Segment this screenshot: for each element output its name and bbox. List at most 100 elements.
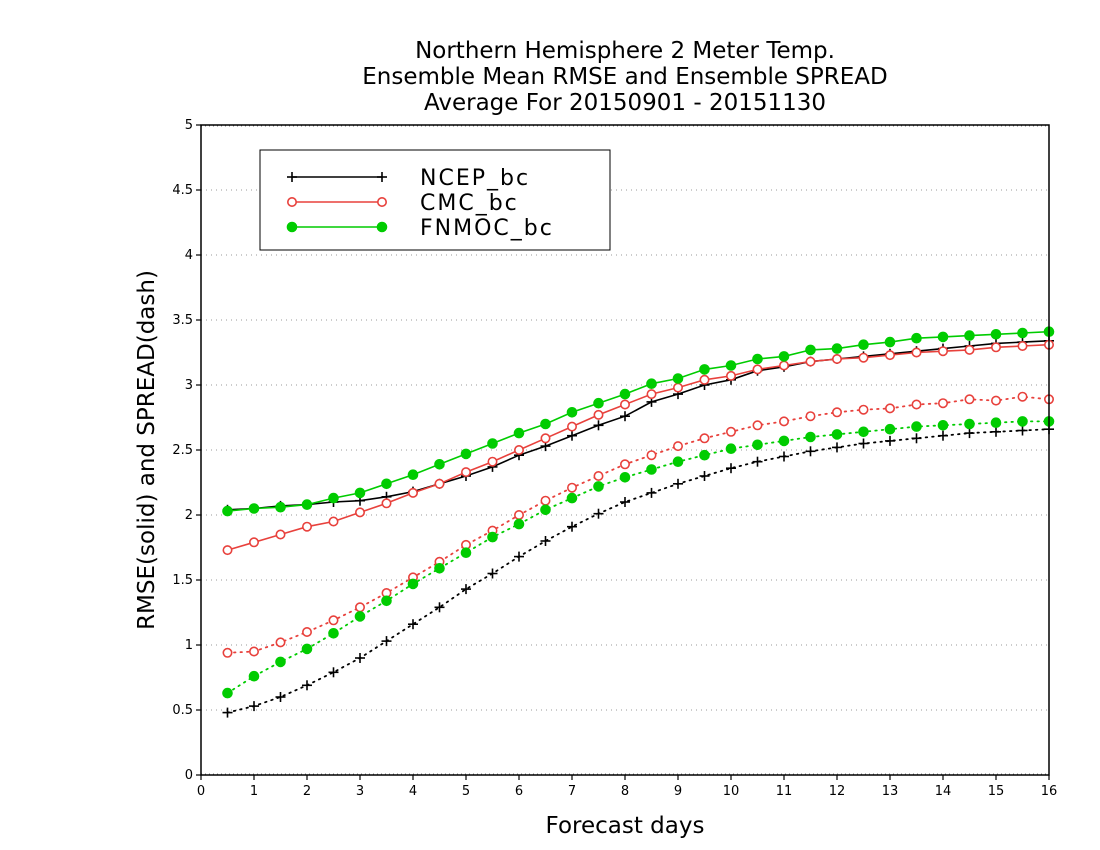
cmc-bc-spread-point — [646, 450, 657, 461]
y-tick-label: 2 — [185, 508, 193, 523]
ncep-bc-spread-point — [805, 446, 816, 457]
x-tick-label: 15 — [988, 784, 1005, 799]
x-tick-label: 0 — [197, 784, 205, 799]
fnmoc-bc-rmse-point — [540, 418, 551, 430]
legend-marker — [376, 197, 387, 208]
x-tick-label: 10 — [723, 784, 740, 799]
fnmoc-bc-spread-point — [884, 423, 896, 435]
fnmoc-bc-rmse-point — [619, 388, 631, 400]
grid-lines — [201, 125, 1049, 775]
y-axis-title: RMSE(solid) and SPREAD(dash) — [134, 270, 160, 630]
fnmoc-bc-rmse-point — [301, 499, 313, 510]
fnmoc-bc-spread-point — [381, 595, 392, 607]
ncep-bc-spread-point — [355, 653, 365, 663]
x-tick-label: 3 — [356, 784, 364, 799]
fnmoc-bc-spread-point — [540, 504, 551, 516]
y-tick-label: 5 — [185, 118, 193, 133]
title-line-2: Ensemble Mean RMSE and Ensemble SPREAD — [362, 64, 887, 90]
ncep-bc-spread-point — [222, 707, 233, 718]
fnmoc-bc-spread-point — [699, 449, 710, 461]
cmc-bc-spread-point — [805, 411, 816, 422]
legend-item-cmc-bc: CMC_bc — [286, 191, 517, 216]
cmc-bc-rmse-point — [301, 521, 312, 532]
cmc-bc-rmse-line — [227, 343, 1050, 551]
title-line-3: Average For 20150901 - 20151130 — [424, 90, 826, 116]
fnmoc-bc-spread-point — [725, 443, 737, 455]
cmc-bc-rmse-point — [805, 356, 816, 367]
ncep-bc-rmse-line — [227, 340, 1050, 511]
fnmoc-bc-rmse-line — [227, 330, 1050, 512]
y-tick-label: 1 — [185, 638, 193, 653]
ncep-bc-spread-point — [858, 438, 869, 449]
fnmoc-bc-spread-point — [858, 426, 869, 438]
cmc-bc-rmse-point — [990, 342, 1001, 353]
fnmoc-bc-rmse-point — [354, 487, 366, 499]
cmc-bc-rmse-point — [381, 498, 392, 509]
fnmoc-bc-spread-point — [1017, 416, 1028, 427]
ncep-bc-spread-point — [885, 435, 895, 446]
fnmoc-bc-rmse-point — [778, 351, 790, 362]
cmc-bc-rmse-point — [540, 433, 551, 444]
fnmoc-bc-spread-point — [275, 656, 286, 668]
ncep-bc-spread-point — [699, 471, 710, 481]
fnmoc-bc-spread-point — [646, 464, 657, 475]
fnmoc-bc-spread-line — [226, 420, 1050, 694]
cmc-bc-spread-point — [593, 470, 604, 481]
cmc-bc-spread-point — [858, 404, 869, 415]
y-tick-label: 2.5 — [172, 443, 193, 458]
x-tick-label: 1 — [250, 784, 258, 799]
fnmoc-bc-spread-point — [566, 492, 578, 504]
ncep-bc-spread-point — [487, 568, 498, 579]
fnmoc-bc-rmse-point — [752, 353, 763, 365]
x-tick-label: 5 — [462, 784, 470, 799]
fnmoc-bc-rmse-point — [513, 427, 525, 439]
cmc-bc-spread-point — [964, 394, 975, 405]
fnmoc-bc-spread-point — [752, 439, 763, 451]
fnmoc-bc-spread-point — [778, 435, 790, 447]
cmc-bc-rmse-point — [328, 516, 339, 527]
cmc-bc-spread-point — [672, 441, 683, 452]
ncep-bc-spread-point — [434, 602, 445, 613]
cmc-bc-rmse-point — [619, 399, 630, 410]
cmc-bc-rmse-point — [275, 529, 286, 540]
fnmoc-bc-rmse-point — [646, 378, 657, 390]
ncep-bc-spread-point — [673, 478, 683, 489]
fnmoc-bc-rmse-point — [434, 459, 445, 470]
fnmoc-bc-rmse-point — [725, 360, 737, 371]
cmc-bc-rmse-point — [699, 374, 710, 385]
fnmoc-bc-rmse-point — [275, 501, 286, 513]
fnmoc-bc-spread-point — [434, 563, 445, 574]
cmc-bc-spread-point — [831, 407, 842, 418]
cmc-bc-spread-point — [513, 509, 524, 520]
y-tick-label: 0.5 — [172, 703, 193, 718]
x-axis-title: Forecast days — [546, 813, 705, 839]
cmc-bc-spread-point — [222, 647, 233, 658]
cmc-bc-rmse-point — [672, 382, 683, 393]
fnmoc-bc-rmse-point — [566, 407, 578, 418]
fnmoc-bc-spread-point — [805, 431, 816, 443]
fnmoc-bc-rmse-point — [699, 364, 710, 375]
ncep-bc-spread-point — [832, 442, 842, 453]
ncep-bc-spread-point — [938, 430, 948, 441]
y-tick-label: 4.5 — [172, 183, 193, 198]
ncep-bc-spread-point — [991, 426, 1001, 437]
y-tick-label: 0 — [185, 768, 193, 783]
fnmoc-bc-spread-point — [672, 456, 684, 468]
ncep-bc-spread-point — [381, 636, 392, 647]
cmc-bc-spread-point — [990, 395, 1001, 406]
legend-item-ncep-bc: NCEP_bc — [287, 166, 528, 191]
cmc-bc-rmse-point — [434, 478, 445, 489]
axis-ticks: 00.511.522.533.544.550 1 2 3 4 5 6 7 8 9 10 11 12 13 1… — [172, 118, 1057, 799]
ncep-bc-rmse-point — [620, 411, 630, 422]
cmc-bc-spread-point — [566, 482, 577, 493]
fnmoc-bc-rmse-point — [487, 438, 498, 449]
fnmoc-bc-rmse-point — [831, 343, 843, 354]
x-tick-label: 6 — [515, 784, 523, 799]
series-layer — [222, 326, 1055, 718]
fnmoc-bc-rmse-point — [381, 478, 392, 490]
ncep-bc-spread-point — [461, 584, 471, 595]
fnmoc-bc-spread-point — [248, 670, 260, 682]
x-tick-label: 13 — [882, 784, 899, 799]
